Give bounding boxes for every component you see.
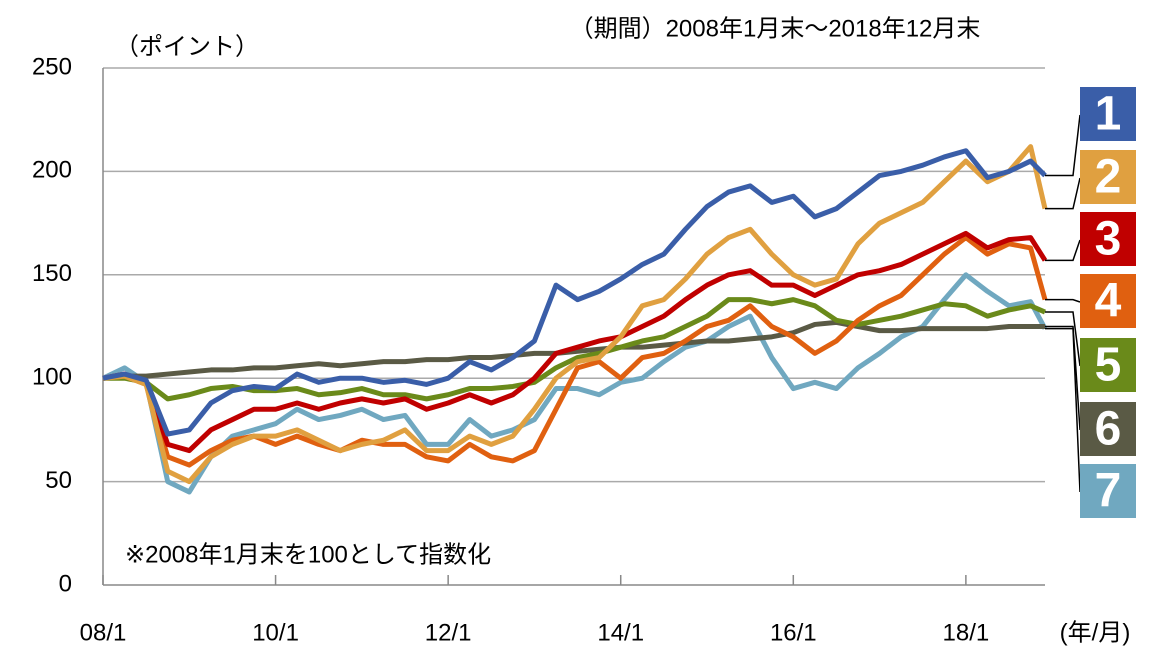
leader-line [1045, 311, 1081, 367]
x-tick-label: 14/1 [597, 619, 644, 646]
y-axis-label: （ポイント） [115, 33, 259, 60]
series-line [102, 235, 1048, 468]
leader-line [1045, 114, 1081, 177]
series-line [101, 272, 1048, 495]
leader-line [1045, 327, 1081, 493]
series-line [102, 148, 1047, 437]
legend-label: 7 [1095, 465, 1122, 518]
series-line [103, 297, 1046, 402]
legend-swatch [1080, 87, 1136, 141]
legend-swatch [1080, 464, 1136, 518]
x-tick-label: 12/1 [425, 619, 472, 646]
legend-label: 3 [1095, 213, 1122, 266]
x-tick-label: 18/1 [943, 619, 990, 646]
series-line [102, 230, 1048, 454]
legend-label: 6 [1095, 403, 1122, 456]
leader-line [1045, 298, 1081, 303]
chart-title: （期間）2008年1月末～2018年12月末 [570, 15, 981, 42]
x-axis-label: (年/月) [1060, 619, 1131, 646]
legend-swatch [1080, 212, 1136, 266]
x-tick-label: 10/1 [252, 619, 299, 646]
y-tick-label: 150 [32, 260, 72, 287]
leader-line [1045, 177, 1081, 210]
y-tick-label: 50 [45, 467, 72, 494]
legend-swatch [1080, 338, 1136, 392]
legend-label: 1 [1095, 88, 1122, 141]
legend-label: 2 [1095, 151, 1122, 204]
legend-swatch [1080, 402, 1136, 456]
leader-line [1045, 239, 1081, 262]
legend-label: 4 [1095, 275, 1122, 328]
x-tick-label: 08/1 [80, 619, 127, 646]
y-tick-label: 0 [59, 570, 72, 597]
x-tick-label: 16/1 [770, 619, 817, 646]
y-tick-label: 200 [32, 157, 72, 184]
annotation: ※2008年1月末を100として指数化 [125, 541, 491, 568]
legend-swatch [1080, 274, 1136, 328]
series-line [102, 144, 1048, 485]
legend-swatch [1080, 150, 1136, 204]
series-line [102, 319, 1045, 381]
legend-label: 5 [1095, 339, 1122, 392]
y-tick-label: 100 [32, 364, 72, 391]
leader-line [1045, 325, 1081, 431]
y-tick-label: 250 [32, 53, 72, 80]
